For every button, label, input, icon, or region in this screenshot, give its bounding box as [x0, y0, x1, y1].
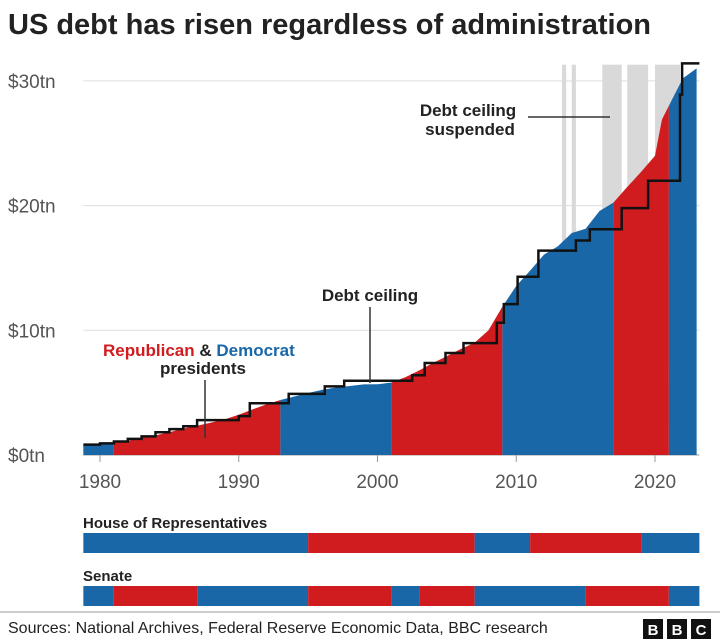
- legend-democrat: Democrat: [216, 341, 295, 360]
- y-tick-label: $0tn: [8, 446, 45, 467]
- senate-label: Senate: [83, 568, 132, 585]
- bbc-logo-block: [667, 619, 687, 639]
- suspended-annotation-line2: suspended: [425, 120, 515, 139]
- y-tick-label: $10tn: [8, 321, 56, 342]
- x-tick-label: 2020: [634, 472, 676, 493]
- bbc-logo-block: [643, 619, 663, 639]
- senate-segment-democrat: [474, 586, 586, 606]
- senate-segment-republican: [308, 586, 392, 606]
- x-tick-label: 2000: [356, 472, 398, 493]
- bbc-logo-block: [691, 619, 711, 639]
- ceiling-annotation: Debt ceiling: [322, 286, 418, 305]
- legend-republican: Republican: [103, 341, 195, 360]
- y-tick-label: $20tn: [8, 197, 56, 218]
- bbc-logo-letter: C: [696, 622, 707, 639]
- senate-segment-republican: [419, 586, 475, 606]
- party-legend: Republican & Democrat: [103, 341, 295, 360]
- senate-segment-republican: [113, 586, 198, 606]
- house-label: House of Representatives: [83, 515, 267, 532]
- legend-amp: &: [195, 341, 217, 360]
- senate-segment-democrat: [668, 586, 700, 606]
- x-tick-label: 1990: [218, 472, 260, 493]
- debt-area-democrat: [280, 382, 392, 455]
- senate-segment-democrat: [391, 586, 420, 606]
- debt-area-democrat: [668, 68, 697, 456]
- x-tick-label: 2010: [495, 472, 537, 493]
- senate-segment-democrat: [83, 586, 114, 606]
- legend-presidents: presidents: [160, 359, 246, 378]
- senate-segment-republican: [585, 586, 669, 606]
- suspended-annotation-line1: Debt ceiling: [420, 101, 516, 120]
- house-segment-republican: [308, 533, 475, 553]
- senate-segment-democrat: [197, 586, 309, 606]
- debt-area-democrat: [502, 202, 614, 455]
- bbc-logo-letter: B: [672, 622, 683, 639]
- y-tick-label: $30tn: [8, 72, 56, 93]
- footer-sources: Sources: National Archives, Federal Rese…: [8, 620, 548, 637]
- debt-area-republican: [613, 105, 669, 456]
- house-segment-democrat: [641, 533, 700, 553]
- chart-title: US debt has risen regardless of administ…: [8, 9, 651, 41]
- debt-ceiling-line: [83, 62, 700, 446]
- house-segment-democrat: [83, 533, 309, 553]
- house-segment-democrat: [474, 533, 531, 553]
- bbc-logo-letter: B: [648, 622, 659, 639]
- house-segment-republican: [530, 533, 642, 553]
- x-tick-label: 1980: [79, 472, 121, 493]
